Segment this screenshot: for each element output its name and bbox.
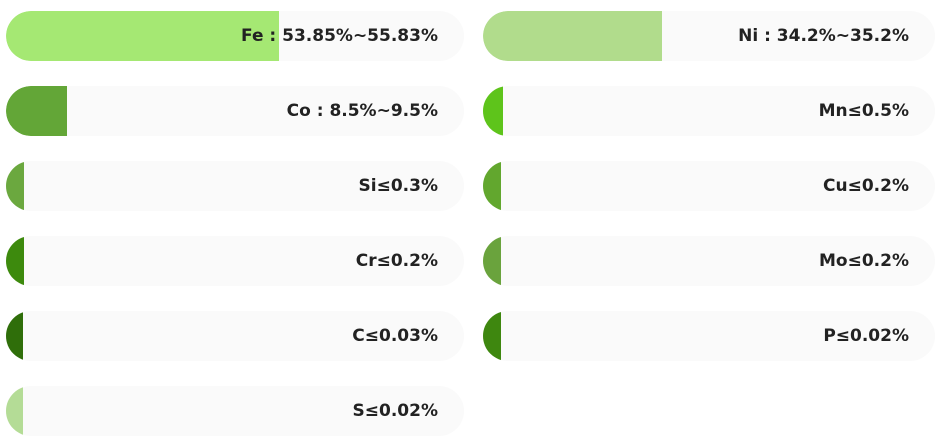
bar-track: Co : 8.5%~9.5% — [6, 86, 464, 136]
bar-track: S≤0.02% — [6, 386, 464, 436]
element-label: C≤0.03% — [352, 326, 438, 346]
bar-track: Fe : 53.85%~55.83% — [6, 11, 464, 61]
bar-track: Mo≤0.2% — [483, 236, 935, 286]
bar-fill — [483, 161, 502, 211]
bar-track: P≤0.02% — [483, 311, 935, 361]
bar-fill — [483, 311, 502, 361]
bar-fill — [6, 86, 67, 136]
element-label: S≤0.02% — [352, 401, 438, 421]
bar-fill — [483, 11, 662, 61]
element-label: Mo≤0.2% — [819, 251, 909, 271]
element-label: Si≤0.3% — [358, 176, 438, 196]
bar-fill — [6, 11, 279, 61]
element-label: Ni : 34.2%~35.2% — [738, 26, 909, 46]
bar-fill — [6, 236, 24, 286]
bar-fill — [6, 161, 24, 211]
element-label: Co : 8.5%~9.5% — [286, 101, 438, 121]
bar-track: Cr≤0.2% — [6, 236, 464, 286]
element-label: Mn≤0.5% — [818, 101, 909, 121]
bar-fill — [483, 236, 502, 286]
bar-fill — [483, 86, 503, 136]
element-label: Cu≤0.2% — [823, 176, 909, 196]
element-label: Fe : 53.85%~55.83% — [241, 26, 438, 46]
bar-track: Cu≤0.2% — [483, 161, 935, 211]
bar-fill — [6, 311, 23, 361]
element-label: P≤0.02% — [823, 326, 909, 346]
bar-track: Si≤0.3% — [6, 161, 464, 211]
bar-track: C≤0.03% — [6, 311, 464, 361]
element-label: Cr≤0.2% — [355, 251, 438, 271]
bar-track: Ni : 34.2%~35.2% — [483, 11, 935, 61]
bar-track: Mn≤0.5% — [483, 86, 935, 136]
bar-fill — [6, 386, 23, 436]
